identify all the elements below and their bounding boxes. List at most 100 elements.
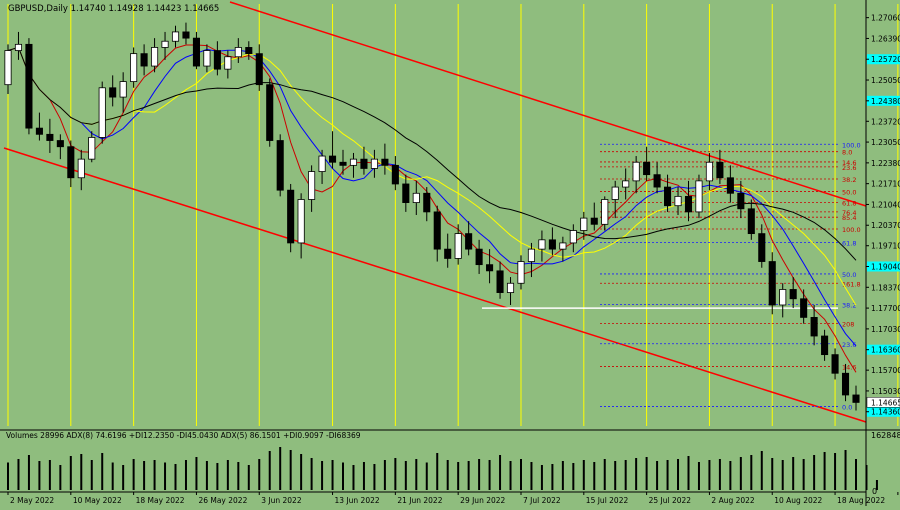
candle-body xyxy=(413,193,419,202)
fib-label: 50.0 xyxy=(842,188,856,196)
candle-body xyxy=(120,82,126,98)
time-tick-label: 3 Jun 2022 xyxy=(261,496,302,505)
candle-body xyxy=(130,54,136,82)
candle-body xyxy=(696,181,702,212)
time-tick-label: 13 Jun 2022 xyxy=(335,496,380,505)
price-tick-label: 1.24380 xyxy=(871,97,900,106)
candle-body xyxy=(256,54,262,85)
fib-label: 23.6 xyxy=(842,341,856,349)
candle-body xyxy=(36,128,42,134)
candle-body xyxy=(759,234,765,262)
candle-body xyxy=(539,240,545,249)
price-tick-label: 1.18370 xyxy=(871,283,900,292)
candle-body xyxy=(748,209,754,234)
candle-body xyxy=(329,156,335,162)
candle-body xyxy=(110,88,116,97)
candle-body xyxy=(476,249,482,265)
candle-body xyxy=(371,159,377,168)
candle-body xyxy=(78,159,84,178)
candle-body xyxy=(581,218,587,230)
price-tick-label: 1.17700 xyxy=(871,304,900,313)
time-tick-label: 2 May 2022 xyxy=(10,496,54,505)
candle-body xyxy=(675,196,681,205)
candle-body xyxy=(214,51,220,70)
candle-body xyxy=(853,395,859,402)
candle-body xyxy=(424,193,430,212)
candle-body xyxy=(612,187,618,199)
candle-body xyxy=(267,85,273,141)
volume-label: Volumes 28996 ADX(8) 74.6196 +DI12.2350 … xyxy=(6,431,361,440)
candle-body xyxy=(560,243,566,249)
candle-body xyxy=(57,141,63,147)
candle-body xyxy=(643,162,649,174)
candle-body xyxy=(225,57,231,69)
price-tick-label: 1.23720 xyxy=(871,117,900,126)
candle-body xyxy=(821,336,827,355)
price-tick-label: 1.19710 xyxy=(871,242,900,251)
fib-label: 61.8 xyxy=(842,200,856,208)
candle-body xyxy=(288,190,294,243)
price-tick-label: 1.22380 xyxy=(871,159,900,168)
candle-body xyxy=(47,134,53,140)
candle-body xyxy=(172,32,178,41)
candle-body xyxy=(68,147,74,178)
time-tick-label: 21 Jun 2022 xyxy=(397,496,442,505)
price-tick-label: 1.19040 xyxy=(871,263,900,272)
candle-body xyxy=(277,141,283,191)
candle-body xyxy=(842,373,848,395)
time-tick-label: 18 May 2022 xyxy=(136,496,185,505)
candle-body xyxy=(162,41,168,47)
fib-label: 0.0 xyxy=(842,403,852,411)
candle-body xyxy=(340,162,346,165)
candle-body xyxy=(685,196,691,212)
candle-body xyxy=(141,54,147,66)
candle-body xyxy=(455,234,461,259)
price-tick-label: 1.17030 xyxy=(871,325,900,334)
candle-body xyxy=(183,32,189,38)
price-tick-label: 1.14360 xyxy=(871,408,900,417)
candle-body xyxy=(790,289,796,298)
price-tick-label: 1.16360 xyxy=(871,346,900,355)
candle-body xyxy=(706,162,712,181)
time-tick-label: 2 Aug 2022 xyxy=(711,496,754,505)
candle-body xyxy=(811,317,817,336)
time-tick-label: 15 Jul 2022 xyxy=(586,496,629,505)
time-tick-label: 26 May 2022 xyxy=(198,496,247,505)
fib-label: 208 xyxy=(842,321,854,329)
candle-body xyxy=(602,199,608,224)
price-tick-label: 1.21710 xyxy=(871,180,900,189)
fib-label: 23.6 xyxy=(842,164,856,172)
candle-body xyxy=(308,172,314,200)
candle-body xyxy=(497,271,503,293)
time-tick-label: 10 May 2022 xyxy=(73,496,122,505)
candle-body xyxy=(507,283,513,292)
price-tick-label: 1.15030 xyxy=(871,387,900,396)
candle-body xyxy=(99,88,105,138)
candle-body xyxy=(298,199,304,242)
price-tick-label: 1.25720 xyxy=(871,55,900,64)
fib-label: 8.0 xyxy=(842,149,852,157)
candle-body xyxy=(727,178,733,194)
candle-body xyxy=(801,299,807,318)
price-tick-label: 1.26390 xyxy=(871,34,900,43)
candle-body xyxy=(89,137,95,159)
price-tick-label: 1.21040 xyxy=(871,200,900,209)
candle-body xyxy=(654,175,660,187)
fib-label: 85.4 xyxy=(842,214,856,222)
candle-body xyxy=(717,162,723,178)
candle-body xyxy=(549,240,555,249)
fib-label: 61.8 xyxy=(842,240,856,248)
time-tick-label: 25 Jul 2022 xyxy=(649,496,692,505)
fib-label: 38.2 xyxy=(842,176,856,184)
candle-body xyxy=(204,51,210,67)
candle-body xyxy=(466,234,472,250)
candle-body xyxy=(151,47,157,66)
candle-body xyxy=(382,159,388,165)
volume-bottom-value: 0 xyxy=(872,487,877,496)
fib-label: 100.0 xyxy=(842,226,861,234)
candle-body xyxy=(445,249,451,258)
candle-body xyxy=(235,47,241,56)
candle-body xyxy=(361,159,367,168)
time-tick-label: 29 Jun 2022 xyxy=(460,496,505,505)
